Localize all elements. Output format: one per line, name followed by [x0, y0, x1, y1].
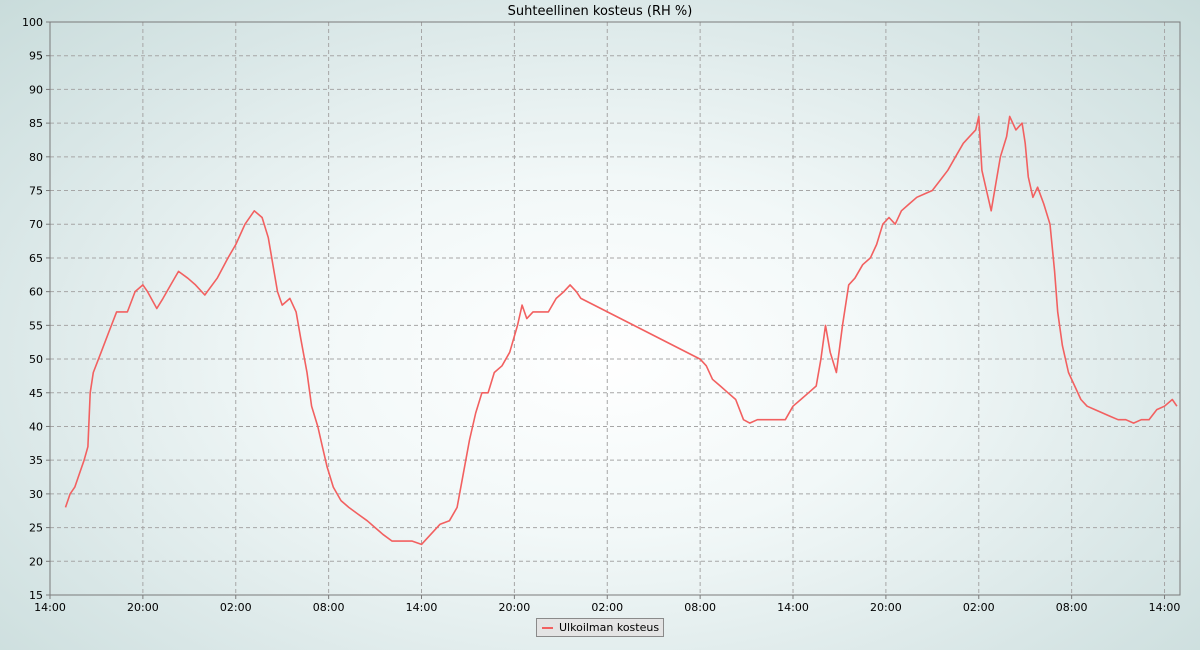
y-tick-label: 50: [29, 353, 43, 366]
x-tick-label: 08:00: [1056, 601, 1088, 614]
plot-area: [49, 21, 1181, 596]
y-tick-label: 25: [29, 522, 43, 535]
x-axis-ticks: 14:00 20:00 02:00 08:00 14:00 20:00 02:00 08:00…: [34, 595, 1180, 614]
x-tick-label: 02:00: [220, 601, 252, 614]
y-tick-label: 55: [29, 319, 43, 332]
y-tick-label: 45: [29, 387, 43, 400]
x-tick-label: 02:00: [591, 601, 623, 614]
y-tick-label: 35: [29, 454, 43, 467]
y-tick-label: 15: [29, 589, 43, 602]
y-tick-label: 30: [29, 488, 43, 501]
y-tick-label: 80: [29, 151, 43, 164]
x-tick-label: 14:00: [1149, 601, 1181, 614]
y-tick-label: 75: [29, 185, 43, 198]
y-tick-label: 95: [29, 50, 43, 63]
x-tick-label: 02:00: [963, 601, 995, 614]
x-tick-label: 20:00: [870, 601, 902, 614]
y-axis-ticks: 15 20 25 30 35 40 45 50 55 60 65 70 75 80 85 90 95 100: [22, 16, 50, 602]
x-tick-label: 08:00: [684, 601, 716, 614]
series-line: [64, 115, 1178, 546]
legend-label: Ulkoilman kosteus: [559, 621, 660, 634]
grid: [50, 22, 1180, 595]
y-tick-label: 20: [29, 555, 43, 568]
legend-swatch: [542, 626, 553, 629]
y-tick-label: 90: [29, 83, 43, 96]
x-tick-label: 14:00: [34, 601, 66, 614]
x-tick-label: 14:00: [777, 601, 809, 614]
y-tick-label: 40: [29, 420, 43, 433]
y-tick-label: 100: [22, 16, 43, 29]
series-group: [64, 115, 1178, 546]
x-tick-label: 20:00: [499, 601, 531, 614]
x-tick-label: 14:00: [406, 601, 438, 614]
y-tick-label: 65: [29, 252, 43, 265]
y-tick-label: 60: [29, 286, 43, 299]
chart-title: Suhteellinen kosteus (RH %): [508, 4, 693, 19]
y-tick-label: 85: [29, 117, 43, 130]
x-tick-label: 20:00: [127, 601, 159, 614]
legend: Ulkoilman kosteus: [536, 618, 664, 637]
y-tick-label: 70: [29, 218, 43, 231]
x-tick-label: 08:00: [313, 601, 345, 614]
